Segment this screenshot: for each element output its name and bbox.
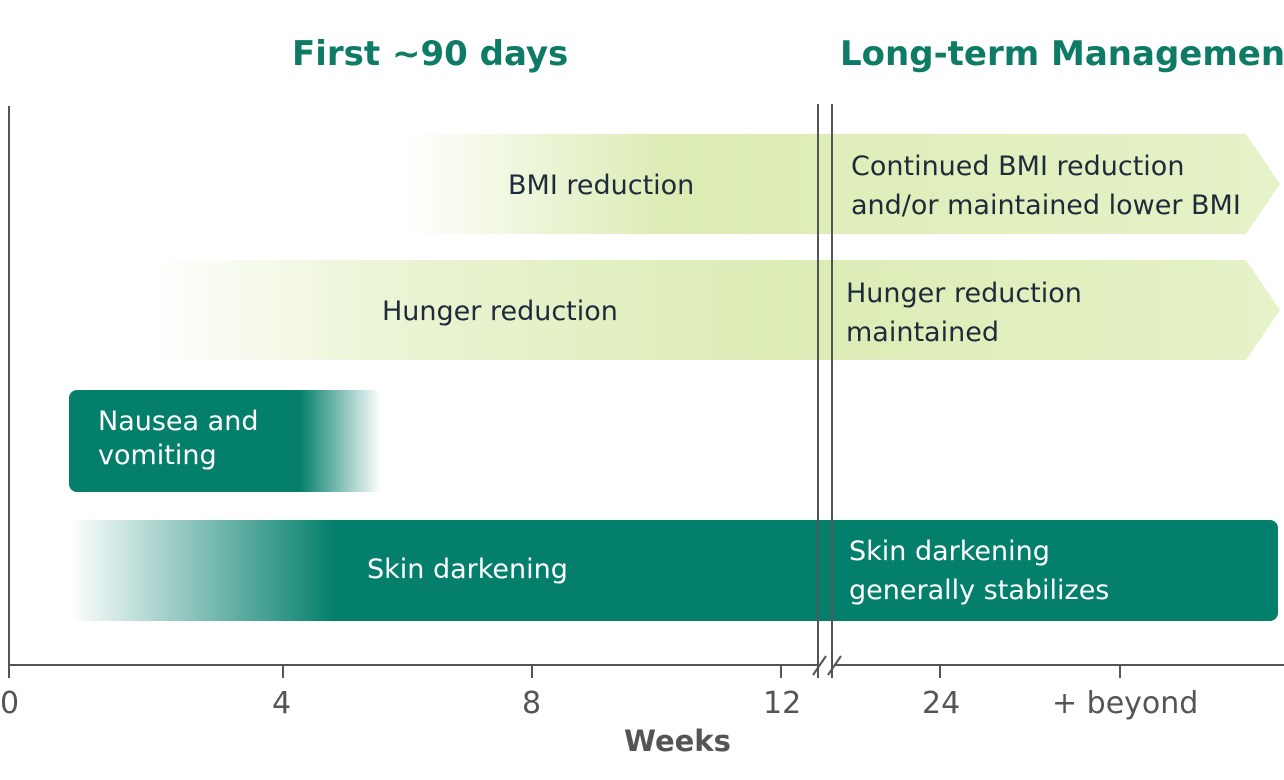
hunger-reduction-label: Hunger reduction xyxy=(382,296,618,327)
axis-break-mark xyxy=(827,655,842,676)
phase-title-first-90-days: First ~90 days xyxy=(292,34,569,74)
tick-label-beyond: + beyond xyxy=(1052,686,1199,721)
bmi-reduction-long-term-label: Continued BMI reduction and/or maintaine… xyxy=(851,151,1241,221)
tick-label-8: 8 xyxy=(522,686,542,721)
phase-title-long-term: Long-term Management xyxy=(840,34,1284,74)
nausea-vomiting-label: Nausea and vomiting xyxy=(98,406,259,471)
axis-break-mark xyxy=(812,655,827,676)
skin-darkening-long-term-label: Skin darkening generally stabilizes xyxy=(849,536,1110,606)
skin-darkening-label: Skin darkening xyxy=(367,554,568,585)
hunger-reduction-long-term-label: Hunger reduction maintained xyxy=(846,278,1082,348)
bar-bmi-reduction xyxy=(405,134,1280,234)
tick-label-0: 0 xyxy=(0,686,20,721)
x-axis-title: Weeks xyxy=(624,724,731,758)
tick-label-12: 12 xyxy=(763,686,802,721)
bar-nausea-vomiting xyxy=(69,390,381,492)
bmi-reduction-label: BMI reduction xyxy=(508,170,695,201)
tick-label-24: 24 xyxy=(922,686,961,721)
bar-skin-darkening xyxy=(69,520,1278,621)
tick-label-4: 4 xyxy=(272,686,292,721)
bar-hunger-reduction xyxy=(150,260,1280,360)
